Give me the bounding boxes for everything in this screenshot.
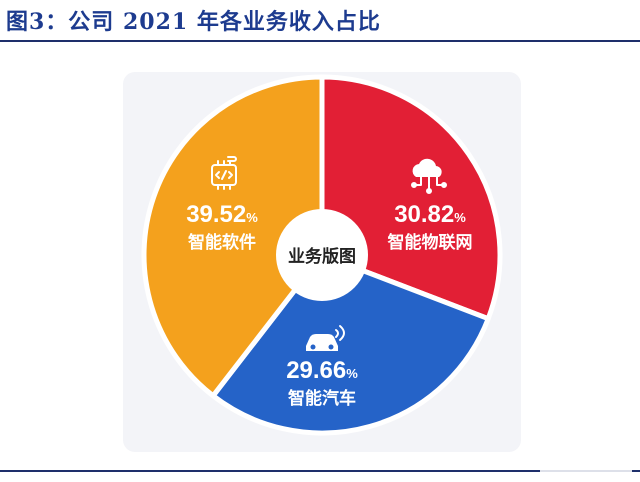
bottom-rule (0, 470, 640, 472)
slice-value: 39.52 (186, 201, 246, 228)
code-chip-icon (211, 156, 237, 190)
center-label: 业务版图 (288, 246, 356, 267)
slice-unit: % (454, 210, 466, 225)
figure-header: 图3：公司 2021 年各业务收入占比 (0, 0, 640, 40)
slice-labels: 30.82% 智能物联网 29.66% 智能汽车 39.52% 智能软件 (186, 201, 472, 409)
top-rule (0, 40, 640, 42)
cloud-network-icon (411, 158, 447, 194)
watermark (540, 462, 632, 478)
slice-unit: % (246, 210, 258, 225)
slice-unit: % (346, 366, 358, 381)
pie-slice (210, 252, 491, 436)
slice-value-label: 30.82% (394, 201, 466, 228)
slice-name: 智能软件 (188, 232, 256, 253)
center-hole (276, 209, 368, 301)
slice-icons (211, 156, 447, 351)
slice-name: 智能汽车 (288, 388, 356, 409)
figure-title: 图3：公司 2021 年各业务收入占比 (6, 9, 381, 35)
slice-value: 29.66 (286, 357, 346, 384)
slice-name: 智能物联网 (388, 232, 473, 253)
pie-slice (141, 74, 325, 399)
car-signal-icon (306, 325, 345, 351)
slice-value-label: 29.66% (286, 357, 358, 384)
slice-value: 30.82 (394, 201, 454, 228)
slice-value-label: 39.52% (186, 201, 258, 228)
pie-slices (141, 74, 503, 436)
